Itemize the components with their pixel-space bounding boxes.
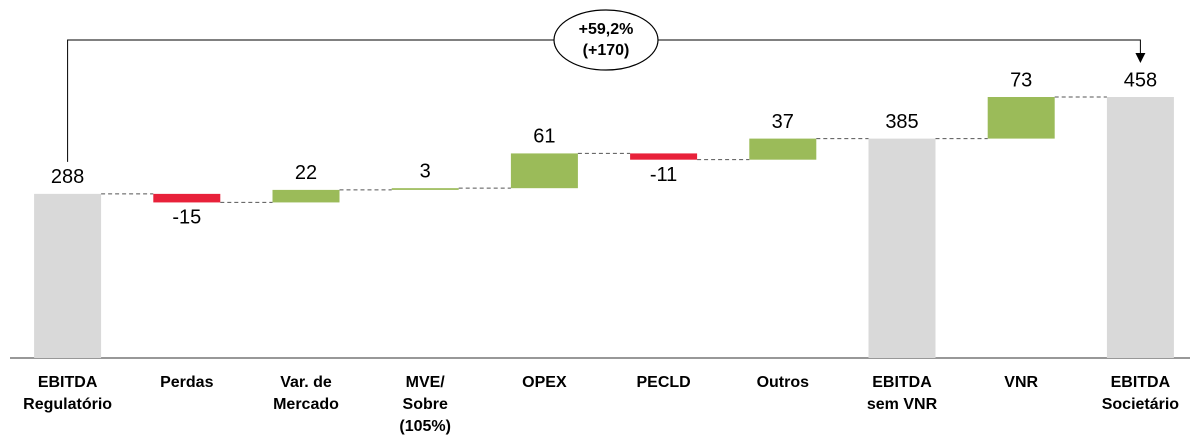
value-label: 37 [772,111,794,133]
x-tick-label: Outros [757,374,810,391]
x-tick-label: Societário [1102,396,1180,413]
x-tick-label: PECLD [636,374,690,391]
x-tick-label: sem VNR [867,396,938,413]
x-tick-label: (105%) [399,418,451,435]
x-tick-label: EBITDA [38,374,98,391]
annotation-ellipse [553,9,659,71]
value-label: -11 [650,164,677,186]
bar [987,97,1055,139]
value-label: -15 [172,207,201,229]
bar [1106,97,1174,358]
bar [630,153,698,160]
arrowhead [1135,53,1146,63]
x-tick-label: Sobre [403,396,448,413]
bar [868,138,936,358]
bar [391,188,459,190]
bar [153,193,221,203]
x-tick-label: Regulatório [23,396,112,413]
value-label: 3 [420,160,431,182]
value-label: 458 [1124,69,1157,91]
bar [510,153,578,189]
x-tick-label: OPEX [522,374,567,391]
x-tick-label: EBITDA [872,374,932,391]
x-tick-label: Perdas [160,374,213,391]
bar [272,189,340,203]
x-tick-label: VNR [1004,374,1038,391]
x-tick-label: Mercado [273,396,339,413]
x-tick-label: MVE/ [406,374,446,391]
x-tick-label: EBITDA [1111,374,1171,391]
x-tick-label: Var. de [280,374,332,391]
bar [34,193,102,358]
value-label: 73 [1010,69,1032,91]
bar [749,138,817,160]
annotation: (+170) [583,42,630,59]
value-label: 61 [533,126,555,148]
annotation: +59,2% [579,21,634,38]
value-label: 385 [885,111,918,133]
value-label: 22 [295,162,317,184]
value-label: 288 [51,166,84,188]
